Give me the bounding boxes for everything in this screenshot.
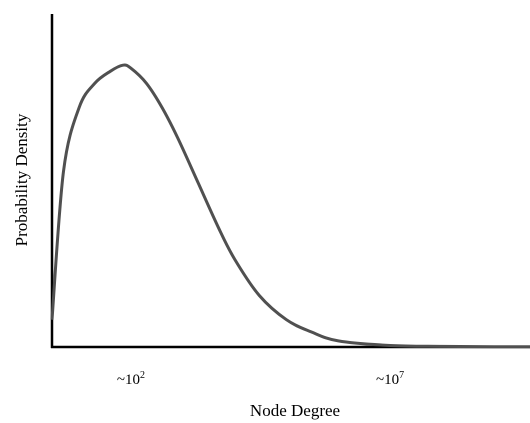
x-tick-label-base: ~10: [117, 372, 140, 388]
x-tick-labels: ~102 ~107: [117, 370, 404, 388]
x-tick-label-exponent: 2: [140, 370, 145, 381]
x-tick-label: ~102: [117, 370, 145, 388]
x-tick-label-exponent: 7: [399, 370, 404, 381]
plot-area: [50, 14, 530, 349]
y-axis-title: Probability Density: [12, 113, 31, 246]
x-axis-title: Node Degree: [250, 401, 340, 420]
x-tick-label: ~107: [376, 370, 404, 388]
density-curve: [50, 63, 530, 349]
x-tick-label-base: ~10: [376, 372, 399, 388]
